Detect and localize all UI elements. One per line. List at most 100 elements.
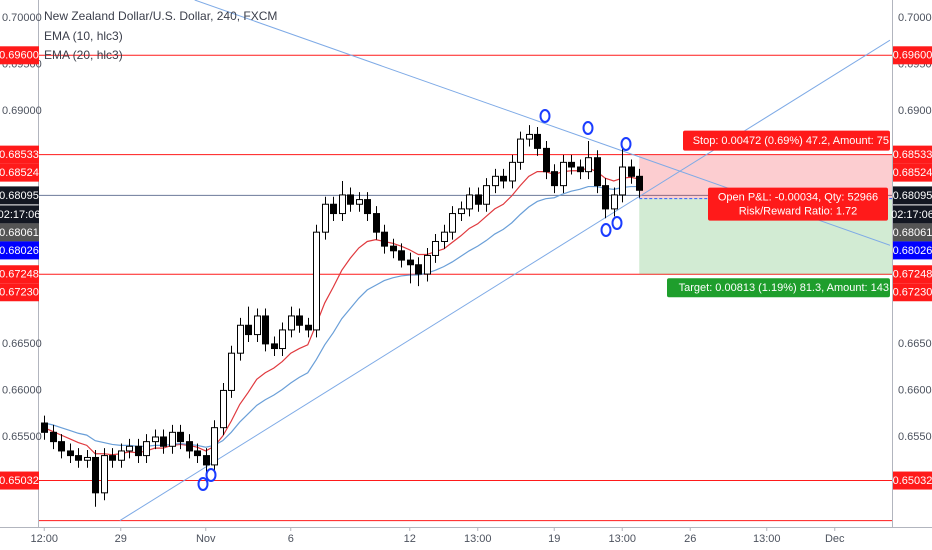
annotation-circle	[611, 216, 623, 230]
candle-body	[143, 441, 150, 457]
x-tick-label: Dec	[825, 533, 845, 545]
annotation-circle	[205, 468, 217, 482]
candle-body	[407, 259, 414, 266]
legend-entry: EMA (10, hlc3)	[44, 29, 123, 43]
price-label: 0.68533	[893, 149, 932, 161]
countdown: 02:17:06	[891, 209, 932, 221]
x-tick-label: 13:00	[464, 533, 492, 545]
pnl-label-box	[708, 187, 888, 221]
price-label: 0.68026	[893, 245, 932, 257]
x-tick-label: 13:00	[753, 533, 781, 545]
candle-body	[245, 324, 252, 336]
price-label: 0.68095	[0, 190, 39, 202]
candle-body	[305, 324, 312, 331]
candle-body	[381, 231, 388, 247]
candle-body	[441, 231, 448, 242]
candle-body	[254, 315, 261, 336]
candle-body	[551, 171, 558, 187]
price-label-box	[0, 163, 39, 182]
candle-body	[602, 185, 609, 210]
candle-body	[271, 343, 278, 350]
trend-line	[119, 39, 891, 522]
risk-reward-label: Risk/Reward Ratio: 1.72	[739, 205, 858, 217]
candle-body	[492, 175, 499, 187]
candle-body	[186, 441, 193, 452]
target-label-box	[667, 278, 890, 298]
candle-body	[194, 450, 201, 457]
candle-body	[67, 450, 74, 457]
candle-body	[509, 161, 516, 182]
legend-entry: EMA (20, hlc3)	[44, 48, 123, 62]
candle-body	[41, 422, 48, 433]
candle-body	[543, 147, 550, 173]
candle-body	[296, 315, 303, 326]
candle-body	[313, 231, 320, 331]
candle-body	[475, 194, 482, 205]
candle-body	[101, 455, 108, 494]
annotation-circle	[539, 109, 551, 123]
price-label-box	[893, 283, 932, 302]
candle-body	[611, 194, 618, 210]
candle-body	[398, 250, 405, 261]
candle-body	[534, 133, 541, 149]
candle-body	[160, 436, 167, 447]
y-tick-label: 0.70000	[898, 12, 932, 24]
candle-body	[228, 352, 235, 391]
x-tick-label: 26	[684, 533, 696, 545]
candle-body	[364, 199, 371, 215]
candle-body	[109, 455, 116, 461]
price-label: 0.65032	[0, 475, 39, 487]
price-label: 0.67248	[893, 269, 932, 281]
countdown-box	[0, 205, 39, 224]
stop-label: Stop: 0.00472 (0.69%) 47.2, Amount: 75	[693, 135, 889, 147]
annotations	[197, 109, 632, 491]
annotation-circle	[620, 137, 632, 151]
y-tick-label: 0.66000	[2, 384, 42, 396]
price-label-box	[0, 145, 39, 164]
y-tick-label: 0.69000	[2, 105, 42, 117]
y-tick-label: 0.65500	[2, 431, 42, 443]
x-tick-label: Nov	[196, 533, 216, 545]
price-label-box	[0, 46, 39, 65]
candle-body	[220, 389, 227, 429]
price-label: 0.65032	[893, 475, 932, 487]
price-label: 0.67230	[0, 287, 39, 299]
candle-body	[619, 166, 626, 196]
candle-body	[560, 161, 567, 187]
price-label-box	[893, 223, 932, 242]
candle-body	[177, 431, 184, 443]
candle-body	[390, 245, 397, 252]
candle-body	[75, 455, 82, 461]
y-tick-label: 0.65500	[898, 431, 932, 443]
price-label: 0.68026	[0, 245, 39, 257]
annotation-circle	[197, 477, 209, 491]
price-label: 0.69600	[0, 50, 39, 62]
x-tick-label: 12:00	[30, 533, 58, 545]
y-tick-label: 0.69000	[898, 105, 932, 117]
y-tick-label: 0.66500	[2, 338, 42, 350]
price-label: 0.67230	[893, 287, 932, 299]
price-label-box	[893, 186, 932, 205]
price-label-box	[0, 283, 39, 302]
pnl-label: Open P&L: -0.00034, Qty: 52966	[718, 191, 878, 203]
price-label: 0.68524	[893, 167, 932, 179]
candle-body	[322, 203, 329, 233]
price-label: 0.68095	[893, 190, 932, 202]
price-label-box	[893, 145, 932, 164]
candle-body	[636, 175, 643, 191]
candle-body	[347, 194, 354, 205]
candle-body	[628, 166, 635, 177]
candle-body	[432, 240, 439, 256]
price-label: 0.68533	[0, 149, 39, 161]
x-tick-label: 6	[288, 533, 294, 545]
y-tick-label: 0.70000	[2, 12, 42, 24]
price-label-box	[893, 471, 932, 490]
annotation-circle	[582, 121, 594, 135]
candle-body	[339, 194, 346, 215]
candle-body	[356, 199, 363, 205]
price-label: 0.67248	[0, 269, 39, 281]
x-tick-label: 13:00	[608, 533, 636, 545]
stop-label-box	[683, 130, 890, 151]
candle-body	[237, 324, 244, 354]
